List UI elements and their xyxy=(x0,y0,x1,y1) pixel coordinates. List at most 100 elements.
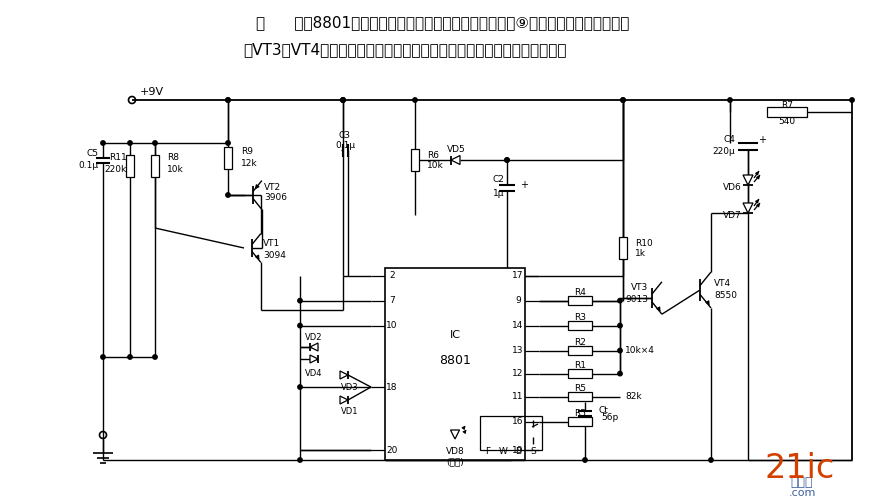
Text: W: W xyxy=(498,446,507,456)
Text: 1μ: 1μ xyxy=(492,188,503,198)
Text: 10k: 10k xyxy=(167,166,183,174)
Text: 11: 11 xyxy=(512,392,523,401)
Text: VD6: VD6 xyxy=(722,182,742,192)
Circle shape xyxy=(504,158,509,162)
Circle shape xyxy=(152,355,157,359)
Text: 18: 18 xyxy=(385,382,397,392)
Text: VT1: VT1 xyxy=(262,240,280,248)
Text: 14: 14 xyxy=(512,321,523,330)
Text: B: B xyxy=(515,446,520,456)
Text: VD8: VD8 xyxy=(445,448,464,456)
Circle shape xyxy=(152,141,157,145)
Circle shape xyxy=(298,298,302,303)
Text: (红色): (红色) xyxy=(446,458,463,466)
Text: C2: C2 xyxy=(492,176,503,184)
Polygon shape xyxy=(339,371,347,379)
Text: R11: R11 xyxy=(109,152,127,162)
Circle shape xyxy=(226,98,230,102)
Text: F: F xyxy=(485,446,490,456)
Bar xyxy=(410,149,418,171)
Polygon shape xyxy=(450,156,460,164)
Text: 540: 540 xyxy=(778,118,795,126)
Text: R5: R5 xyxy=(573,384,586,393)
Text: 0.1μ: 0.1μ xyxy=(79,160,99,170)
Circle shape xyxy=(226,193,230,197)
Text: 8550: 8550 xyxy=(713,290,736,300)
Circle shape xyxy=(101,141,105,145)
Text: 16: 16 xyxy=(512,417,523,426)
Text: .com: .com xyxy=(788,488,815,498)
Text: 3094: 3094 xyxy=(262,250,285,260)
Text: VD7: VD7 xyxy=(722,210,742,220)
Bar xyxy=(567,392,591,401)
Bar xyxy=(224,147,232,169)
Text: R1: R1 xyxy=(573,361,586,370)
Text: VD3: VD3 xyxy=(341,382,359,392)
Text: 0.1μ: 0.1μ xyxy=(335,140,354,149)
Text: 电子网: 电子网 xyxy=(789,476,812,490)
Text: +: + xyxy=(519,180,527,190)
Text: IC: IC xyxy=(449,330,460,340)
Text: 10k×4: 10k×4 xyxy=(625,346,654,355)
Text: 19: 19 xyxy=(512,446,523,455)
Circle shape xyxy=(101,355,105,359)
Text: 2: 2 xyxy=(389,271,394,280)
Bar xyxy=(385,268,525,460)
Circle shape xyxy=(412,98,416,102)
Bar xyxy=(567,369,591,378)
Text: 82k: 82k xyxy=(625,392,641,401)
Text: +9V: +9V xyxy=(140,87,164,97)
Bar xyxy=(479,416,541,450)
Bar xyxy=(567,417,591,426)
Bar xyxy=(151,155,159,177)
Text: VD5: VD5 xyxy=(447,144,465,154)
Text: R7: R7 xyxy=(780,100,792,110)
Text: 20: 20 xyxy=(386,446,397,455)
Text: VD4: VD4 xyxy=(305,368,323,378)
Polygon shape xyxy=(339,396,347,404)
Text: VD1: VD1 xyxy=(341,408,358,416)
Text: C4: C4 xyxy=(722,136,734,144)
Circle shape xyxy=(226,98,230,102)
Text: 220k: 220k xyxy=(105,166,127,174)
Circle shape xyxy=(128,141,132,145)
Text: 56p: 56p xyxy=(601,413,618,422)
Bar xyxy=(567,321,591,330)
Text: VD2: VD2 xyxy=(305,332,323,342)
Circle shape xyxy=(298,458,302,462)
Text: VT3: VT3 xyxy=(630,284,648,292)
Text: 10k: 10k xyxy=(426,160,443,170)
Text: R5: R5 xyxy=(573,409,586,418)
Text: R8: R8 xyxy=(167,152,179,162)
Text: 图      中，8801为专用红外编码器，当按下任一按钮时，⑨脚相应地输出一脉冲串，: 图 中，8801为专用红外编码器，当按下任一按钮时，⑨脚相应地输出一脉冲串， xyxy=(256,16,629,30)
Circle shape xyxy=(620,98,625,102)
Text: 10: 10 xyxy=(385,321,397,330)
Circle shape xyxy=(620,98,625,102)
Polygon shape xyxy=(742,203,752,213)
Polygon shape xyxy=(450,430,459,439)
Text: VT4: VT4 xyxy=(713,280,730,288)
Text: VT2: VT2 xyxy=(263,184,281,192)
Bar xyxy=(766,107,806,117)
Text: 12k: 12k xyxy=(241,158,257,168)
Text: R2: R2 xyxy=(573,338,586,347)
Text: R9: R9 xyxy=(241,148,253,156)
Circle shape xyxy=(298,385,302,389)
Circle shape xyxy=(340,98,345,102)
Circle shape xyxy=(708,458,712,462)
Bar xyxy=(618,237,626,259)
Circle shape xyxy=(582,458,587,462)
Text: 1k: 1k xyxy=(634,248,645,258)
Circle shape xyxy=(618,298,621,303)
Circle shape xyxy=(618,324,621,328)
Text: C3: C3 xyxy=(338,130,351,140)
Text: R4: R4 xyxy=(573,288,586,297)
Circle shape xyxy=(226,141,230,145)
Bar xyxy=(567,296,591,305)
Text: 17: 17 xyxy=(512,271,523,280)
Text: R3: R3 xyxy=(573,313,586,322)
Text: 220μ: 220μ xyxy=(711,148,734,156)
Text: R10: R10 xyxy=(634,238,652,248)
Text: 经VT3，VT4驱动，使电脉冲由红外发光二极管变成光脉冲串，辐射出去。: 经VT3，VT4驱动，使电脉冲由红外发光二极管变成光脉冲串，辐射出去。 xyxy=(243,42,566,58)
Text: 8801: 8801 xyxy=(439,354,470,366)
